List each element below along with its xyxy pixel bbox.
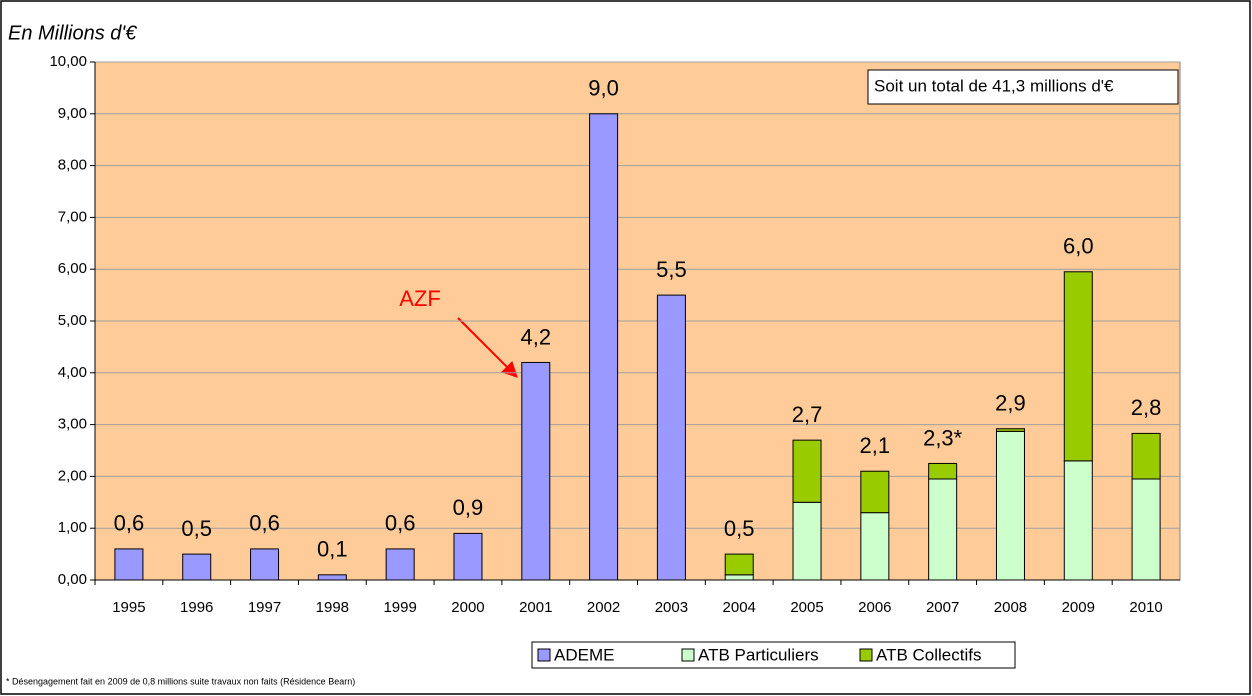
bar-segment — [928, 478, 958, 581]
y-tick-label: 4,00 — [58, 364, 87, 381]
bar-segment — [928, 462, 958, 480]
x-tick-label: 2002 — [587, 599, 620, 616]
total-label: 0,9 — [453, 495, 484, 520]
legend-label: ADEME — [554, 645, 614, 664]
x-tick-label: 1996 — [180, 599, 213, 616]
y-tick-label: 9,00 — [58, 105, 87, 122]
total-label: 2,9 — [995, 391, 1026, 416]
bar-segment — [521, 361, 551, 581]
y-tick-label: 7,00 — [58, 208, 87, 225]
x-tick-label: 2001 — [519, 599, 552, 616]
x-tick-label: 2010 — [1129, 599, 1162, 616]
bar-segment — [656, 294, 686, 581]
y-axis-label: En Millions d'€ — [8, 22, 137, 44]
total-label: 0,1 — [317, 537, 348, 562]
y-tick-label: 2,00 — [58, 467, 87, 484]
bar-segment — [1063, 271, 1093, 462]
x-tick-label: 2007 — [926, 599, 959, 616]
total-label: 0,5 — [181, 516, 212, 541]
bar-segment — [724, 574, 754, 581]
total-label: 0,6 — [249, 511, 280, 536]
y-tick-label: 10,00 — [49, 53, 87, 70]
bar-segment — [385, 548, 415, 581]
bar-segment — [995, 430, 1025, 581]
total-label: 2,8 — [1131, 395, 1162, 420]
bar-segment — [250, 548, 280, 581]
x-tick-label: 2009 — [1062, 599, 1095, 616]
bar-segment — [453, 532, 483, 581]
x-tick-label: 2000 — [451, 599, 484, 616]
x-tick-label: 1995 — [112, 599, 145, 616]
y-tick-label: 8,00 — [58, 157, 87, 174]
y-tick-label: 3,00 — [58, 416, 87, 433]
x-tick-label: 2003 — [655, 599, 688, 616]
azf-annotation: AZF — [399, 286, 441, 311]
bar-segment — [995, 428, 1025, 432]
total-label: 4,2 — [520, 324, 551, 349]
x-tick-label: 2006 — [858, 599, 891, 616]
total-label: 0,5 — [724, 516, 755, 541]
bar-segment — [860, 512, 890, 581]
azf-arrow — [457, 317, 518, 378]
bar-segment — [1131, 432, 1161, 480]
legend-swatch — [537, 648, 551, 662]
footnote: * Désengagement fait en 2009 de 0,8 mill… — [6, 676, 355, 686]
y-tick-label: 0,00 — [58, 571, 87, 588]
x-tick-label: 2005 — [790, 599, 823, 616]
x-tick-label: 2004 — [723, 599, 756, 616]
bar-segment — [792, 501, 822, 581]
bar-segment — [792, 439, 822, 503]
bar-segment — [589, 113, 619, 581]
y-tick-label: 5,00 — [58, 312, 87, 329]
total-label: 2,7 — [792, 402, 823, 427]
legend-box — [531, 641, 1016, 669]
bar-segment — [724, 553, 754, 576]
total-label: 0,6 — [114, 511, 145, 536]
total-label: 2,3* — [923, 425, 963, 450]
total-label: 6,0 — [1063, 234, 1094, 259]
total-label: 0,6 — [385, 511, 416, 536]
total-label: 9,0 — [588, 76, 619, 101]
total-box-text: Soit un total de 41,3 millions d'€ — [874, 76, 1114, 95]
legend-swatch — [859, 648, 873, 662]
total-label: 2,1 — [860, 433, 891, 458]
y-tick-label: 6,00 — [58, 260, 87, 277]
x-tick-label: 1999 — [383, 599, 416, 616]
bar-segment — [114, 548, 144, 581]
legend-label: ATB Collectifs — [876, 645, 982, 664]
legend-swatch — [681, 648, 695, 662]
x-tick-label: 2008 — [994, 599, 1027, 616]
total-box — [867, 69, 1179, 105]
bar-segment — [1131, 478, 1161, 581]
bar-segment — [860, 470, 890, 514]
total-label: 5,5 — [656, 257, 687, 282]
x-tick-label: 1998 — [316, 599, 349, 616]
x-tick-label: 1997 — [248, 599, 281, 616]
y-tick-label: 1,00 — [58, 519, 87, 536]
legend-label: ATB Particuliers — [698, 645, 819, 664]
bar-segment — [317, 574, 347, 581]
bar-segment — [1063, 460, 1093, 581]
bar-segment — [182, 553, 212, 581]
